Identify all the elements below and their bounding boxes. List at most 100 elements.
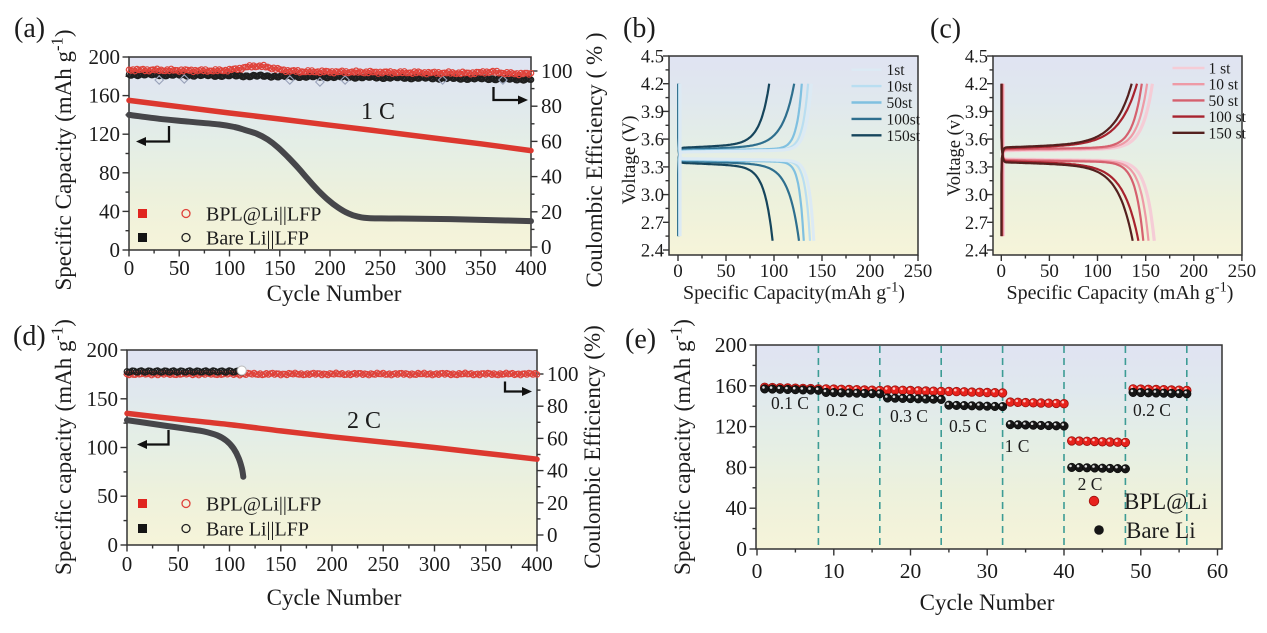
svg-text:3.9: 3.9	[641, 103, 664, 123]
svg-text:Cycle Number: Cycle Number	[267, 281, 402, 306]
svg-text:2.4: 2.4	[965, 242, 988, 262]
svg-text:50: 50	[168, 552, 189, 576]
svg-text:2.4: 2.4	[641, 242, 664, 262]
svg-text:80: 80	[726, 455, 748, 479]
svg-text:0: 0	[547, 523, 558, 547]
svg-text:2.7: 2.7	[641, 214, 664, 234]
svg-text:400: 400	[521, 552, 553, 576]
svg-text:Voltage (V): Voltage (V)	[619, 116, 640, 205]
svg-text:50: 50	[169, 256, 190, 280]
svg-text:300: 300	[415, 256, 447, 280]
svg-text:Cycle Number: Cycle Number	[267, 585, 402, 610]
svg-text:400: 400	[515, 256, 547, 280]
svg-text:50st: 50st	[887, 95, 914, 112]
svg-text:1 st: 1 st	[1209, 61, 1232, 78]
svg-text:2.7: 2.7	[965, 214, 988, 234]
svg-text:50: 50	[97, 484, 118, 508]
svg-text:120: 120	[715, 415, 747, 439]
svg-text:3.3: 3.3	[965, 158, 988, 178]
svg-text:200: 200	[316, 552, 348, 576]
svg-text:50: 50	[1130, 559, 1152, 583]
svg-text:250: 250	[364, 256, 396, 280]
svg-text:40: 40	[547, 459, 568, 483]
svg-text:60: 60	[547, 426, 568, 450]
svg-text:(c): (c)	[930, 14, 961, 45]
svg-text:100: 100	[214, 552, 246, 576]
svg-text:300: 300	[419, 552, 451, 576]
svg-text:0: 0	[122, 552, 133, 576]
svg-text:0.2 C: 0.2 C	[1133, 400, 1171, 420]
svg-text:0: 0	[541, 235, 552, 259]
svg-text:Voltage (v): Voltage (v)	[945, 114, 965, 196]
svg-text:150: 150	[265, 552, 297, 576]
svg-text:3.9: 3.9	[965, 103, 988, 123]
svg-text:80: 80	[547, 394, 568, 418]
svg-text:1 C: 1 C	[1005, 436, 1030, 456]
svg-text:Specific capacity (mAh g-1): Specific capacity (mAh g-1)	[47, 319, 76, 575]
svg-text:10 st: 10 st	[1209, 77, 1239, 94]
svg-text:200: 200	[87, 338, 119, 362]
svg-text:80: 80	[99, 161, 120, 185]
svg-text:200: 200	[856, 261, 885, 282]
svg-text:Specific Capacity(mAh g-1): Specific Capacity(mAh g-1)	[683, 279, 905, 304]
svg-text:Bare Li||LFP: Bare Li||LFP	[206, 519, 309, 541]
svg-text:160: 160	[89, 84, 121, 108]
svg-text:120: 120	[89, 122, 121, 146]
svg-text:200: 200	[715, 333, 747, 357]
svg-text:60: 60	[541, 129, 562, 153]
svg-text:100: 100	[1083, 261, 1112, 282]
svg-text:250: 250	[904, 261, 933, 282]
svg-text:200: 200	[1180, 261, 1209, 282]
svg-text:0.2 C: 0.2 C	[826, 400, 864, 420]
svg-text:10st: 10st	[887, 79, 914, 96]
svg-text:Bare Li: Bare Li	[1126, 518, 1196, 543]
svg-text:30: 30	[976, 559, 998, 583]
svg-text:(a): (a)	[14, 13, 45, 44]
svg-text:0: 0	[673, 261, 683, 282]
svg-text:250: 250	[1228, 261, 1257, 282]
svg-text:250: 250	[367, 552, 399, 576]
svg-text:0: 0	[997, 261, 1007, 282]
svg-text:4.2: 4.2	[641, 75, 664, 95]
svg-text:20: 20	[541, 200, 562, 224]
svg-text:0: 0	[736, 537, 747, 561]
svg-text:100st: 100st	[887, 111, 921, 128]
svg-text:BPL@Li||LFP: BPL@Li||LFP	[206, 494, 321, 516]
svg-text:50 st: 50 st	[1209, 93, 1239, 110]
svg-text:(d): (d)	[13, 321, 46, 352]
svg-text:100: 100	[547, 362, 579, 386]
svg-text:0: 0	[752, 559, 763, 583]
svg-text:10: 10	[823, 559, 845, 583]
svg-text:150: 150	[87, 387, 119, 411]
svg-text:2 C: 2 C	[347, 408, 381, 434]
svg-text:160: 160	[715, 374, 747, 398]
svg-text:3.0: 3.0	[965, 186, 988, 206]
svg-text:200: 200	[89, 45, 121, 69]
svg-text:100: 100	[87, 436, 119, 460]
svg-text:Cycle Number: Cycle Number	[920, 590, 1055, 615]
svg-text:20: 20	[547, 491, 568, 515]
svg-text:Specific Capacity (mAh g-1): Specific Capacity (mAh g-1)	[1007, 279, 1234, 304]
svg-text:100: 100	[541, 59, 573, 83]
svg-text:Coulombic Efficiency ( % ): Coulombic Efficiency ( % )	[582, 32, 607, 287]
svg-text:1 C: 1 C	[361, 99, 395, 125]
svg-text:0.5 C: 0.5 C	[949, 416, 987, 436]
svg-text:100: 100	[760, 261, 789, 282]
svg-text:100 st: 100 st	[1209, 109, 1247, 126]
svg-text:0: 0	[110, 238, 121, 262]
svg-text:200: 200	[314, 256, 346, 280]
svg-text:40: 40	[726, 496, 748, 520]
svg-text:50: 50	[1040, 261, 1059, 282]
svg-text:150: 150	[1131, 261, 1160, 282]
svg-text:150 st: 150 st	[1209, 125, 1247, 142]
svg-text:4.2: 4.2	[965, 75, 988, 95]
svg-text:150st: 150st	[887, 128, 921, 145]
svg-text:350: 350	[470, 552, 502, 576]
svg-text:4.5: 4.5	[965, 48, 988, 68]
svg-text:Specific Capacity (mAh g-1): Specific Capacity (mAh g-1)	[47, 29, 76, 290]
svg-text:Specific capacity (mAh g-1): Specific capacity (mAh g-1)	[666, 319, 695, 575]
svg-text:4.5: 4.5	[641, 48, 664, 68]
svg-text:50: 50	[717, 261, 736, 282]
svg-text:150: 150	[808, 261, 837, 282]
svg-text:40: 40	[99, 199, 120, 223]
